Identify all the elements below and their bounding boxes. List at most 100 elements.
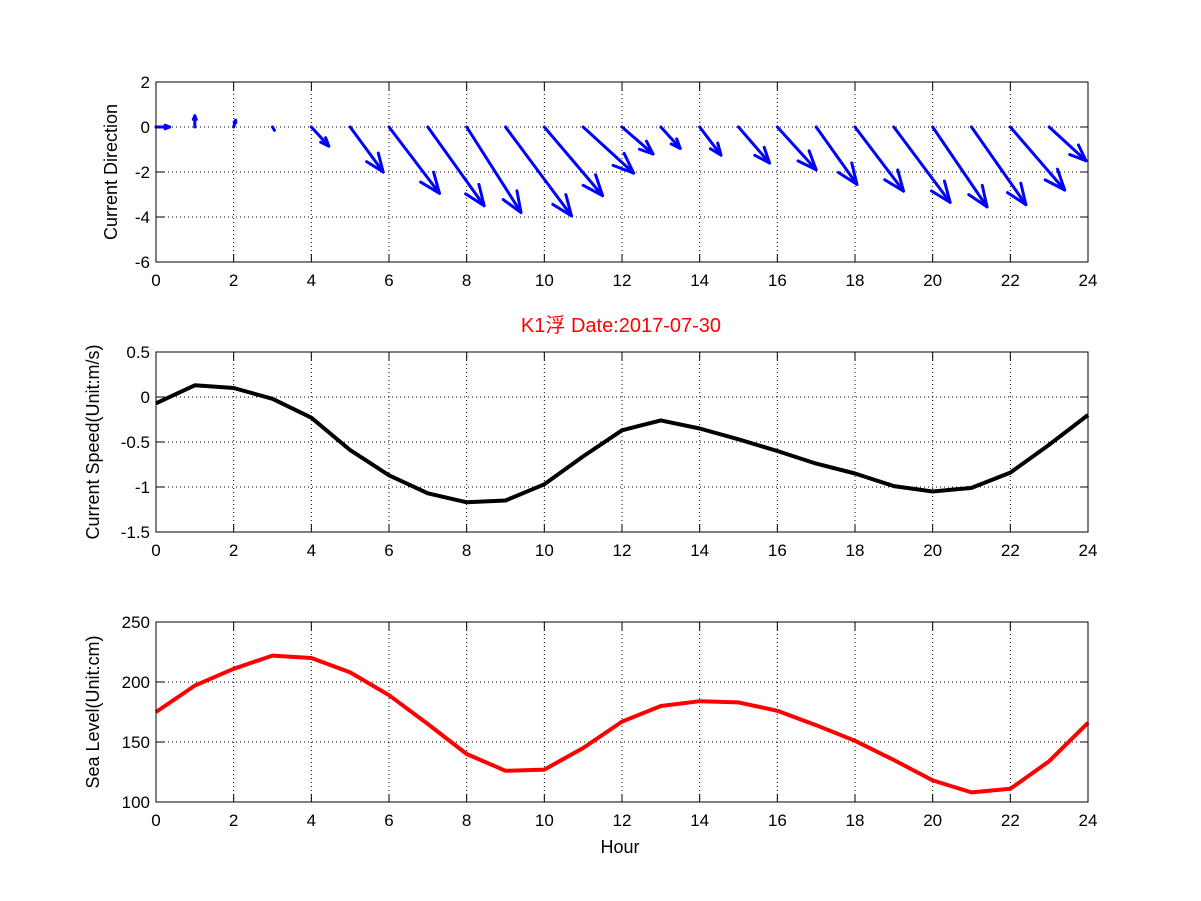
current-direction-y-tick-label: -6 [135,253,150,272]
sea-level-series-line [154,653,1090,795]
current-arrow-head [611,151,636,175]
current-arrow [348,125,385,174]
current-arrow-head [669,137,682,150]
current-arrow-head [581,173,605,198]
current-arrow-shaft [309,125,331,148]
current-arrow [387,125,441,195]
current-arrow [426,125,486,208]
sea-level-y-tick-label: 100 [122,793,150,812]
current-arrow [698,125,723,157]
sea-level-x-tick-label: 22 [1001,811,1020,830]
current-arrow [775,125,818,172]
current-arrow-shaft [659,125,682,150]
current-direction-x-tick-label: 18 [846,271,865,290]
current-arrow-head [1005,181,1028,207]
sea-level-panel: Sea Level(Unit:cm) Hour 0 2 4 6 8 10 12 14 16 18 2… [83,613,1097,857]
current-direction-x-tick-label: 8 [462,271,471,290]
current-arrow-shaft [542,125,605,198]
current-direction-x-tick-label: 4 [307,271,316,290]
sea-level-y-tick-label: 250 [122,613,150,632]
current-speed-x-tick-label: 2 [229,541,238,560]
current-arrow [853,125,906,193]
current-arrow [970,125,1028,207]
current-direction-y-tick-label: -4 [135,208,150,227]
current-arrow [659,125,682,150]
current-direction-y-tick-label: 0 [141,118,150,137]
current-arrow-head [191,114,198,121]
chart-title: K1浮 Date:2017-07-30 [521,314,721,337]
current-arrow [504,125,574,218]
current-speed-x-tick-label: 0 [151,541,160,560]
current-arrow-head [464,182,486,208]
current-arrow-shaft [271,125,276,132]
current-arrow-shaft [465,125,523,214]
current-arrow [931,125,989,209]
current-arrow [191,114,198,129]
sea-level-x-tick-label: 24 [1079,811,1098,830]
sea-level-x-tick-label: 4 [307,811,316,830]
current-speed-x-tick-label: 18 [846,541,865,560]
sea-level-x-tick-label: 18 [846,811,865,830]
current-speed-y-tick-label: 0 [141,388,150,407]
current-arrow-head [501,189,523,214]
current-arrow-head [836,161,859,186]
current-arrow-head [1043,167,1067,192]
current-arrow [737,125,772,165]
current-arrow-shaft [970,125,1028,207]
current-arrow-head [551,193,574,218]
current-direction-y-tick-label: 2 [141,73,150,92]
current-arrow [581,125,636,175]
current-speed-y-tick-label: -1.5 [121,523,150,542]
sea-level-axes-frame [155,621,1089,803]
sea-level-y-tick-label: 150 [122,733,150,752]
current-arrow-shaft [620,125,655,156]
sea-level-x-tick-label: 8 [462,811,471,830]
current-speed-x-tick-label: 22 [1001,541,1020,560]
sea-level-x-tick-label: 14 [690,811,709,830]
current-arrow [542,125,605,198]
current-arrow-shaft [892,125,952,204]
current-direction-x-tick-label: 14 [690,271,709,290]
current-direction-x-tick-label: 22 [1001,271,1020,290]
current-arrow-shaft [387,125,441,195]
current-arrow-shaft [853,125,906,193]
sea-level-x-tick-label: 16 [768,811,787,830]
current-arrow-shaft [814,125,859,186]
current-speed-x-tick-label: 14 [690,541,709,560]
current-arrow-shaft [581,125,636,175]
current-arrow [1008,125,1067,192]
current-arrow-shaft [775,125,818,172]
current-speed-x-tick-label: 12 [613,541,632,560]
current-arrow-head [419,170,441,195]
current-arrow-shaft [737,125,772,165]
current-direction-x-tick-label: 20 [923,271,942,290]
current-direction-x-tick-label: 2 [229,271,238,290]
current-arrow-head [708,141,723,157]
current-arrow-shaft [348,125,385,174]
current-arrow [154,123,172,131]
current-speed-x-tick-label: 4 [307,541,316,560]
sea-level-y-tick-label: 200 [122,673,150,692]
current-arrow [232,118,238,129]
current-arrow [271,125,276,132]
current-direction-x-tick-label: 12 [613,271,632,290]
current-speed-x-tick-label: 10 [535,541,554,560]
current-arrow-shaft [698,125,723,157]
sea-level-xlabel: Hour [600,837,639,857]
current-speed-y-tick-label: -1 [135,478,150,497]
current-speed-x-tick-label: 24 [1079,541,1098,560]
sea-level-x-tick-label: 20 [923,811,942,830]
current-arrow-head [637,139,655,156]
current-direction-x-tick-label: 24 [1079,271,1098,290]
current-speed-axes-frame [155,351,1089,533]
current-direction-x-tick-label: 16 [768,271,787,290]
current-direction-x-tick-label: 0 [151,271,160,290]
current-arrow-head [753,145,772,165]
current-arrow [620,125,655,156]
current-speed-x-tick-label: 20 [923,541,942,560]
current-arrow-head [796,149,818,172]
current-arrow [465,125,523,214]
current-arrow-head [967,183,989,209]
current-arrow-head [929,179,952,204]
current-speed-x-tick-label: 16 [768,541,787,560]
